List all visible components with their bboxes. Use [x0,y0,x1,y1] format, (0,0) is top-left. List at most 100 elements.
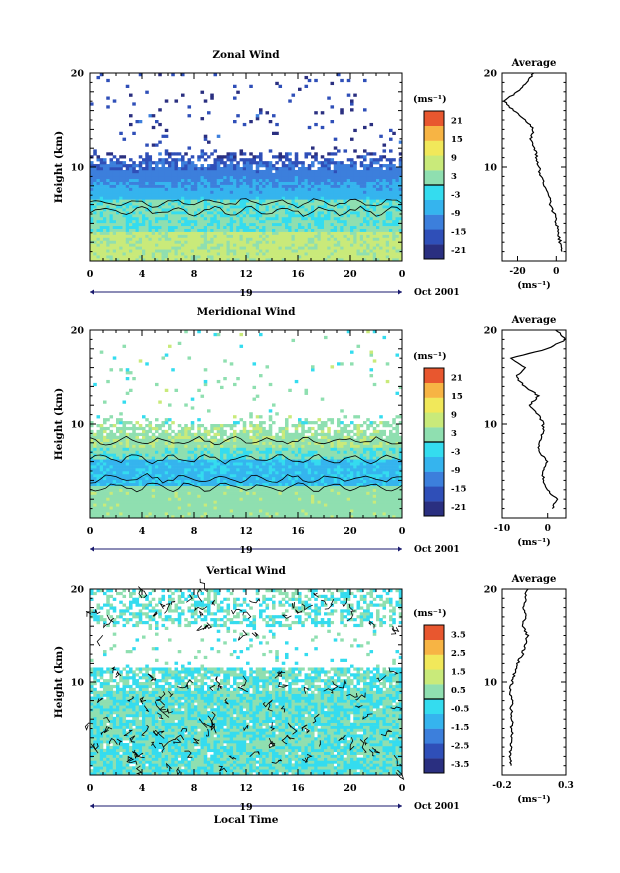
heatmap-cell [382,208,387,212]
heatmap-cell [197,208,201,212]
heatmap-cell [129,488,133,492]
heatmap-cell [233,184,237,188]
heatmap-cell [285,237,289,241]
heatmap-cell [109,246,114,250]
heatmap-cell [311,155,315,159]
heatmap-cell [216,161,221,165]
heatmap-cell [268,190,273,194]
heatmap-cell [291,175,296,180]
heatmap-cell [148,222,153,227]
heatmap-cell [125,196,130,200]
heatmap-cell [135,426,140,431]
heatmap-cell [242,193,247,197]
heatmap-cell [119,412,123,416]
heatmap-cell [125,462,130,466]
heatmap-cell [194,228,198,232]
heatmap-cell [200,456,205,460]
heatmap-cell [320,222,325,227]
heatmap-cell [226,164,231,168]
heatmap-cell [184,193,188,197]
heatmap-cell [333,211,338,215]
heatmap-cell [184,199,188,203]
heatmap-cell [200,476,205,481]
heatmap-cell [213,169,218,174]
heatmap-cell [96,509,101,513]
heatmap-cell [220,211,224,215]
heatmap-cell [96,187,101,191]
heatmap-cell [122,228,127,232]
heatmap-cell [103,462,107,466]
heatmap-cell [213,444,218,448]
heatmap-cell [320,178,325,182]
heatmap-cell [356,252,361,256]
heatmap-cell [138,438,143,442]
heatmap-cell [161,459,166,463]
heatmap-cell [216,202,221,206]
heatmap-cell [262,208,266,212]
heatmap-cell [171,252,175,256]
heatmap-cell [112,509,117,513]
heatmap-cell [268,193,273,197]
heatmap-cell [96,193,101,197]
heatmap-cell [197,246,201,250]
heatmap-cell [265,234,270,238]
heatmap-cell [207,409,211,413]
heatmap-cell [330,219,335,224]
heatmap-cell [109,172,114,177]
heatmap-cell [213,190,218,194]
heatmap-cell [366,169,370,174]
heatmap-cell [99,438,104,442]
heatmap-cell [93,184,97,188]
heatmap-cell [304,187,309,191]
heatmap-cell [210,152,214,156]
heatmap-cell [125,193,130,197]
heatmap-cell [203,491,208,495]
heatmap-cell [392,258,396,262]
heatmap-cell [285,255,289,259]
heatmap-cell [350,167,354,171]
heatmap-cell [200,237,205,241]
heatmap-cell [187,246,192,250]
heatmap-cell [210,512,214,516]
heatmap-cell [125,202,130,206]
heatmap-cell [324,178,328,182]
heatmap-cell [379,164,383,168]
heatmap-cell [330,190,335,194]
heatmap-cell [168,424,172,428]
heatmap-cell [395,228,400,232]
heatmap-cell [311,190,315,194]
heatmap-cell [320,211,325,215]
heatmap-cell [359,246,364,250]
heatmap-cell [324,167,328,171]
heatmap-cell [158,503,162,507]
heatmap-cell [171,193,175,197]
heatmap-cell [281,214,286,218]
heatmap-cell [229,258,234,262]
heatmap-cell [337,216,341,221]
heatmap-cell [132,178,136,182]
heatmap-cell [265,181,270,185]
heatmap-cell [171,240,175,244]
heatmap-cell [116,479,120,484]
chart-title: Meridional Wind [197,306,296,318]
heatmap-cell [109,503,114,507]
heatmap-cell [372,252,377,256]
heatmap-cell [119,459,123,463]
heatmap-cell [363,202,367,206]
heatmap-cell [359,208,364,212]
heatmap-cell [304,181,309,185]
heatmap-cell [207,462,211,466]
heatmap-cell [168,193,172,197]
heatmap-cell [265,205,270,209]
heatmap-cell [330,184,335,188]
heatmap-cell [294,193,299,197]
heatmap-cell [294,202,299,206]
heatmap-cell [138,73,143,77]
heatmap-cell [174,202,179,206]
heatmap-cell [145,214,149,218]
heatmap-cell [226,199,231,203]
heatmap-cell [236,167,240,171]
heatmap-cell [145,246,149,250]
heatmap-cell [171,429,175,434]
heatmap-cell [90,252,94,256]
